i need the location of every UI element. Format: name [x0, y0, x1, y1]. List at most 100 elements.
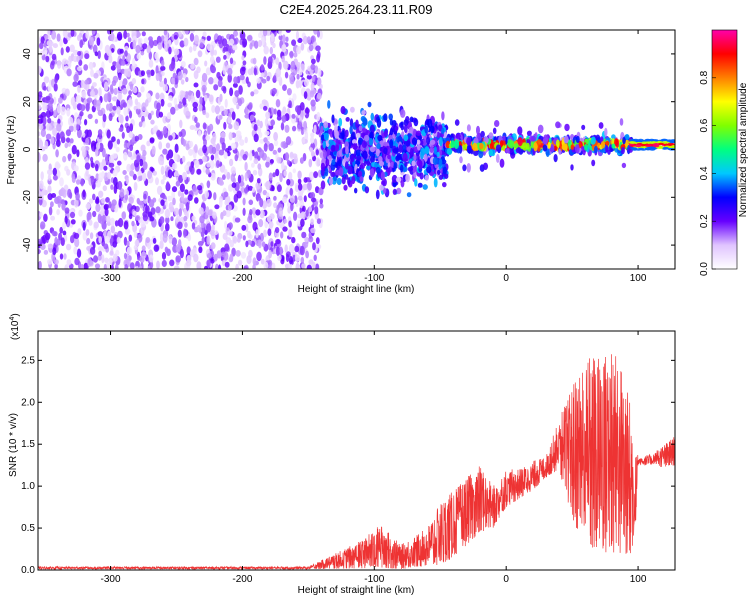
- spectrogram-cell: [88, 129, 92, 138]
- spectrogram-cell: [334, 170, 339, 176]
- spectrogram-cell: [226, 150, 231, 157]
- spectrogram-cell: [137, 134, 143, 140]
- spectrogram-cell: [98, 87, 102, 97]
- spectrogram-cell: [182, 97, 187, 106]
- spectrogram-cell: [167, 102, 172, 108]
- spectrogram-cell: [309, 90, 315, 98]
- spectrogram-cell: [294, 254, 300, 262]
- spectrogram-cell: [231, 111, 236, 121]
- spectrogram-cell: [424, 125, 429, 134]
- spectrogram-cell: [669, 145, 675, 149]
- spectrogram-cell: [103, 81, 109, 92]
- spectrogram-cell: [169, 259, 175, 267]
- spectrogram-cell: [150, 69, 155, 77]
- spectrogram-cell: [237, 259, 243, 266]
- spectrogram-cell: [279, 172, 283, 183]
- snr-multiplier-close: ): [10, 313, 21, 316]
- spectrogram-cell: [53, 231, 58, 237]
- spectrogram-cell: [183, 228, 187, 238]
- spectrogram-cell: [182, 171, 187, 181]
- spectrogram-cell: [135, 31, 141, 38]
- spectrogram-cell: [145, 92, 151, 99]
- spectrogram-cell: [232, 44, 238, 51]
- spectrogram-cell: [323, 132, 329, 141]
- spectrogram-cell: [281, 55, 286, 63]
- spectrogram-cell: [237, 174, 242, 184]
- spectrogram-cell: [187, 194, 193, 202]
- spectrogram-cell: [42, 153, 48, 162]
- spectrogram-cell: [177, 71, 183, 81]
- spectrogram-cell: [179, 183, 185, 193]
- colorbar-ticks: 0.0 0.2 0.4 0.6 0.8: [699, 70, 716, 276]
- spectrogram-cell: [297, 121, 303, 130]
- spectrogram-cell: [156, 130, 161, 138]
- spectrogram-cell: [293, 195, 298, 205]
- spectrogram-cell: [604, 127, 608, 137]
- spectrogram-cell: [60, 237, 65, 247]
- spectrogram-cell: [52, 127, 58, 136]
- y-tick-label: 2.5: [21, 355, 35, 366]
- spectrogram-cell: [70, 30, 75, 37]
- spectrogram-cell: [228, 123, 233, 130]
- spectrogram-cell: [73, 165, 79, 172]
- spectrogram-cell: [530, 136, 536, 142]
- spectrogram-cell: [214, 105, 220, 115]
- spectrogram-cell: [136, 154, 141, 163]
- spectrogram-cell: [112, 253, 118, 262]
- colorbar: 0.0 0.2 0.4 0.6 0.8 Normalized spectral ampl…: [699, 29, 749, 276]
- spectrogram-cell: [331, 144, 336, 152]
- spectrogram-cell: [89, 232, 94, 240]
- spectrogram-cell: [140, 70, 145, 77]
- spectrogram-cell: [646, 146, 653, 150]
- spectrogram-cell: [136, 53, 141, 60]
- spectrogram-cell: [103, 165, 108, 171]
- spectrogram-cell: [317, 68, 322, 77]
- spectrogram-cell: [375, 189, 380, 200]
- spectrogram-cell: [102, 185, 108, 192]
- spectrogram-cell: [275, 57, 280, 65]
- spectrogram-cell: [56, 123, 62, 132]
- spectrogram-cell: [92, 82, 97, 87]
- spectrogram-cell: [88, 219, 93, 226]
- spectrogram-cell: [648, 141, 655, 144]
- spectrogram-cell: [98, 250, 103, 257]
- spectrogram-cell: [45, 133, 52, 140]
- spectrogram-cell: [438, 158, 443, 167]
- spectrogram-cell: [59, 131, 65, 141]
- spectrogram-cell: [43, 213, 48, 222]
- spectrogram-cell: [228, 256, 234, 263]
- spectrogram-cell: [47, 259, 53, 265]
- spectrogram-cell: [345, 117, 350, 122]
- spectrogram-cell: [217, 79, 223, 88]
- spectrogram-cell: [97, 129, 103, 137]
- spectrogram-cell: [242, 38, 248, 48]
- spectrogram-cell: [277, 147, 282, 153]
- spectrogram-cell: [328, 139, 334, 146]
- spectrogram-cell: [356, 154, 362, 162]
- spectrogram-cell: [56, 104, 62, 114]
- spectrogram-cell: [211, 211, 217, 219]
- spectrogram-cell: [367, 101, 372, 108]
- spectrogram-cell: [400, 180, 405, 188]
- spectrogram-cell: [277, 254, 282, 261]
- spectrogram-cell: [598, 122, 604, 129]
- spectrogram-cell: [291, 236, 296, 244]
- spectrogram-cell: [258, 131, 263, 138]
- spectrogram-cell: [397, 135, 403, 145]
- spectrogram-cell: [104, 257, 109, 264]
- spectrogram-cell: [310, 227, 316, 234]
- spectrogram-cell: [246, 35, 253, 41]
- x-tick-label: -200: [232, 574, 252, 585]
- spectrogram-cell: [230, 142, 237, 150]
- spectrogram-cell: [300, 211, 306, 220]
- spectrogram-cell: [149, 261, 154, 269]
- spectrogram-cell: [93, 221, 99, 229]
- spectrogram-cell: [94, 263, 101, 269]
- spectrogram-cell: [239, 74, 245, 81]
- spectrogram-cell: [58, 232, 63, 241]
- spectrogram-cell: [311, 75, 316, 83]
- spectrogram-cell: [51, 30, 57, 40]
- spectrogram-cell: [446, 148, 453, 155]
- spectrogram-cell: [39, 42, 44, 50]
- spectrogram-cell: [217, 35, 223, 45]
